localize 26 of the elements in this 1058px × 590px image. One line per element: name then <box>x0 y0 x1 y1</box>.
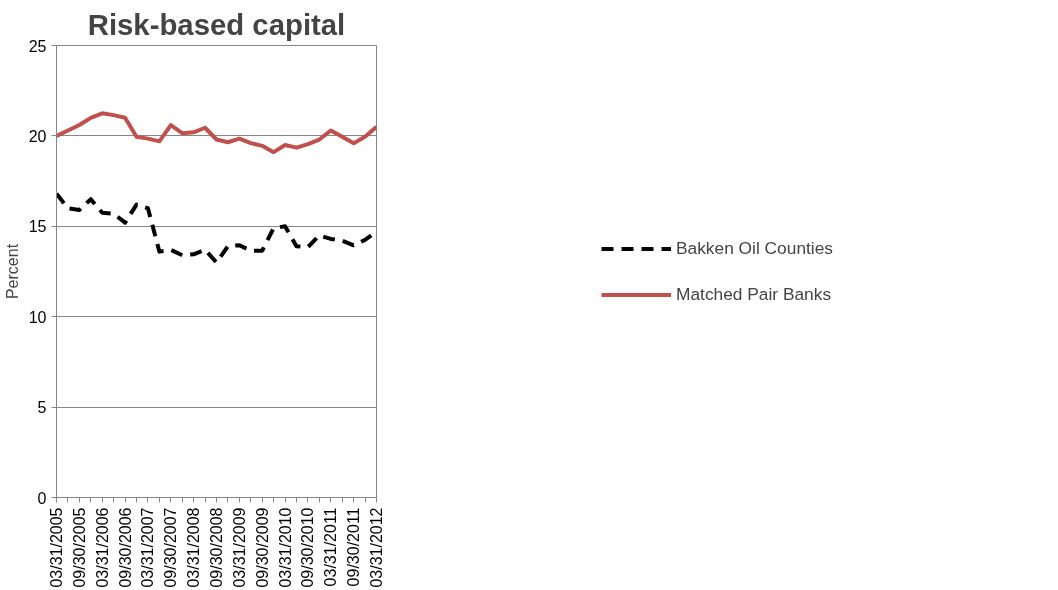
y-tick-label: 0 <box>37 489 47 507</box>
x-tick-label: 03/31/2008 <box>185 507 203 588</box>
x-tick-label: 09/30/2011 <box>345 507 363 587</box>
y-tick-label: 5 <box>37 399 47 417</box>
x-tick-label: 09/30/2006 <box>116 507 134 588</box>
legend-label: Matched Pair Banks <box>676 283 832 305</box>
x-tick-label: 03/31/2006 <box>93 507 111 588</box>
y-tick-label: 20 <box>28 127 47 145</box>
y-axis-title: Percent <box>3 243 21 300</box>
x-tick-label: 09/30/2008 <box>208 507 225 588</box>
x-tick-label: 03/31/2011 <box>322 507 340 587</box>
x-tick-label: 03/31/2007 <box>139 507 157 588</box>
x-tick-label: 03/31/2005 <box>48 507 65 588</box>
y-tick-label: 10 <box>28 308 47 326</box>
x-tick-label: 03/31/2009 <box>230 507 248 588</box>
x-tick-label: 09/30/2009 <box>253 507 271 588</box>
x-tick-label: 09/30/2007 <box>162 507 180 588</box>
legend-label: Bakken Oil Counties <box>676 237 833 259</box>
x-tick-label: 09/30/2010 <box>299 507 317 588</box>
line-series <box>56 111 377 155</box>
chart-title: Risk-based capital <box>87 7 346 41</box>
y-tick-label: 25 <box>28 37 47 55</box>
x-tick-label: 09/30/2005 <box>70 507 88 588</box>
x-tick-label: 03/31/2010 <box>276 507 294 588</box>
y-tick-label: 15 <box>28 218 47 236</box>
x-tick-label: 03/31/2012 <box>368 507 385 588</box>
